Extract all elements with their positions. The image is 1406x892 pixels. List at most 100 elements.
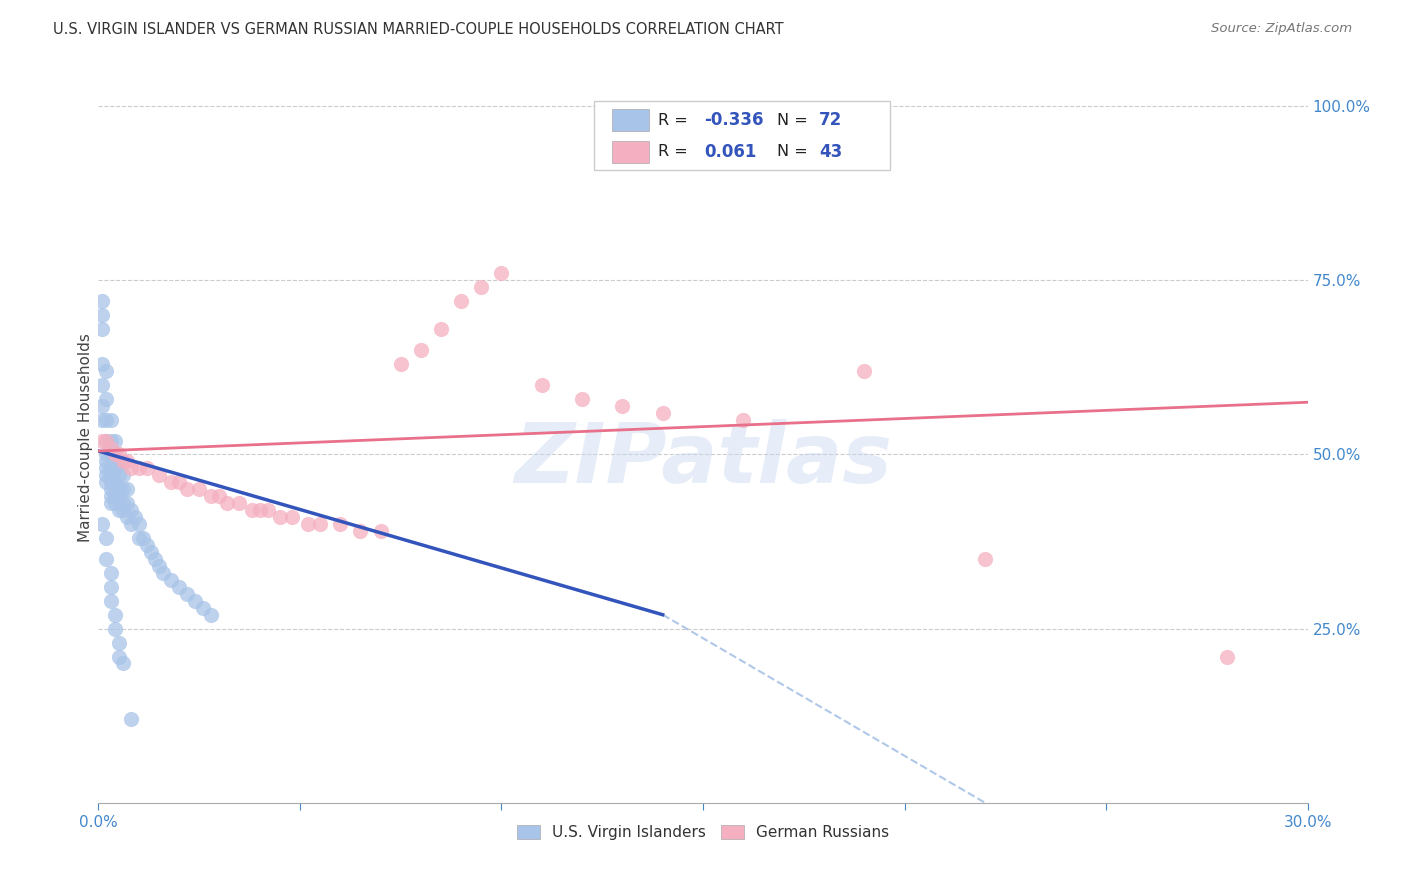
- Point: [100, 441, 122, 455]
- Point: [103, 475, 125, 490]
- Point: [100, 580, 122, 594]
- Point: [103, 434, 125, 448]
- Point: [111, 503, 134, 517]
- Point: [103, 607, 125, 622]
- Point: [100, 468, 122, 483]
- Point: [100, 594, 122, 608]
- Point: [96, 364, 118, 378]
- Point: [120, 461, 142, 475]
- Point: [111, 496, 134, 510]
- Point: [115, 483, 138, 497]
- Point: [107, 635, 129, 649]
- Text: 43: 43: [820, 143, 842, 161]
- Point: [612, 399, 634, 413]
- Point: [111, 454, 134, 468]
- Point: [240, 503, 263, 517]
- Point: [100, 566, 122, 580]
- Point: [115, 454, 138, 468]
- Point: [530, 377, 553, 392]
- Text: N =: N =: [776, 113, 813, 128]
- Point: [91, 399, 114, 413]
- Point: [103, 622, 125, 636]
- Point: [96, 412, 118, 426]
- Point: [103, 448, 125, 462]
- Point: [107, 454, 129, 468]
- Point: [128, 461, 150, 475]
- Point: [100, 475, 122, 490]
- Point: [167, 580, 190, 594]
- Point: [297, 517, 319, 532]
- Point: [733, 412, 755, 426]
- Point: [96, 468, 118, 483]
- Point: [200, 607, 222, 622]
- Point: [200, 489, 222, 503]
- Point: [96, 448, 118, 462]
- Point: [107, 483, 129, 497]
- Point: [132, 531, 155, 545]
- Point: [111, 657, 134, 671]
- Point: [491, 266, 513, 280]
- Legend: U.S. Virgin Islanders, German Russians: U.S. Virgin Islanders, German Russians: [510, 819, 896, 847]
- Point: [91, 294, 114, 309]
- Point: [107, 468, 129, 483]
- Point: [96, 552, 118, 566]
- Point: [100, 461, 122, 475]
- FancyBboxPatch shape: [595, 101, 890, 170]
- Point: [167, 475, 190, 490]
- Point: [107, 649, 129, 664]
- Point: [91, 308, 114, 322]
- FancyBboxPatch shape: [613, 110, 648, 131]
- Point: [103, 448, 125, 462]
- Point: [91, 322, 114, 336]
- Point: [309, 517, 332, 532]
- Point: [329, 517, 352, 532]
- Point: [176, 483, 198, 497]
- Y-axis label: Married-couple Households: Married-couple Households: [77, 333, 93, 541]
- Point: [96, 461, 118, 475]
- Point: [128, 531, 150, 545]
- Point: [249, 503, 271, 517]
- Point: [96, 475, 118, 490]
- Text: U.S. VIRGIN ISLANDER VS GERMAN RUSSIAN MARRIED-COUPLE HOUSEHOLDS CORRELATION CHA: U.S. VIRGIN ISLANDER VS GERMAN RUSSIAN M…: [53, 22, 785, 37]
- Point: [217, 496, 239, 510]
- Point: [256, 503, 278, 517]
- Point: [111, 468, 134, 483]
- Point: [188, 483, 211, 497]
- Point: [115, 510, 138, 524]
- Point: [91, 357, 114, 371]
- Point: [139, 545, 162, 559]
- Point: [120, 517, 142, 532]
- Text: N =: N =: [776, 145, 813, 160]
- Point: [269, 510, 291, 524]
- Point: [103, 496, 125, 510]
- Point: [91, 412, 114, 426]
- Text: R =: R =: [658, 145, 693, 160]
- Point: [651, 406, 673, 420]
- Point: [281, 510, 304, 524]
- Point: [148, 468, 170, 483]
- Point: [91, 517, 114, 532]
- Text: Source: ZipAtlas.com: Source: ZipAtlas.com: [1212, 22, 1353, 36]
- Point: [409, 343, 432, 357]
- Point: [349, 524, 371, 538]
- Point: [103, 489, 125, 503]
- Text: ZIPatlas: ZIPatlas: [515, 418, 891, 500]
- Point: [370, 524, 392, 538]
- Point: [107, 448, 129, 462]
- Point: [120, 503, 142, 517]
- Point: [96, 434, 118, 448]
- Point: [430, 322, 453, 336]
- Point: [135, 461, 157, 475]
- Point: [96, 392, 118, 406]
- Point: [228, 496, 250, 510]
- Point: [853, 364, 876, 378]
- Point: [135, 538, 157, 552]
- Point: [100, 448, 122, 462]
- Point: [111, 483, 134, 497]
- Point: [571, 392, 593, 406]
- Point: [176, 587, 198, 601]
- Point: [96, 434, 118, 448]
- Point: [1216, 649, 1239, 664]
- FancyBboxPatch shape: [613, 141, 648, 163]
- Point: [103, 461, 125, 475]
